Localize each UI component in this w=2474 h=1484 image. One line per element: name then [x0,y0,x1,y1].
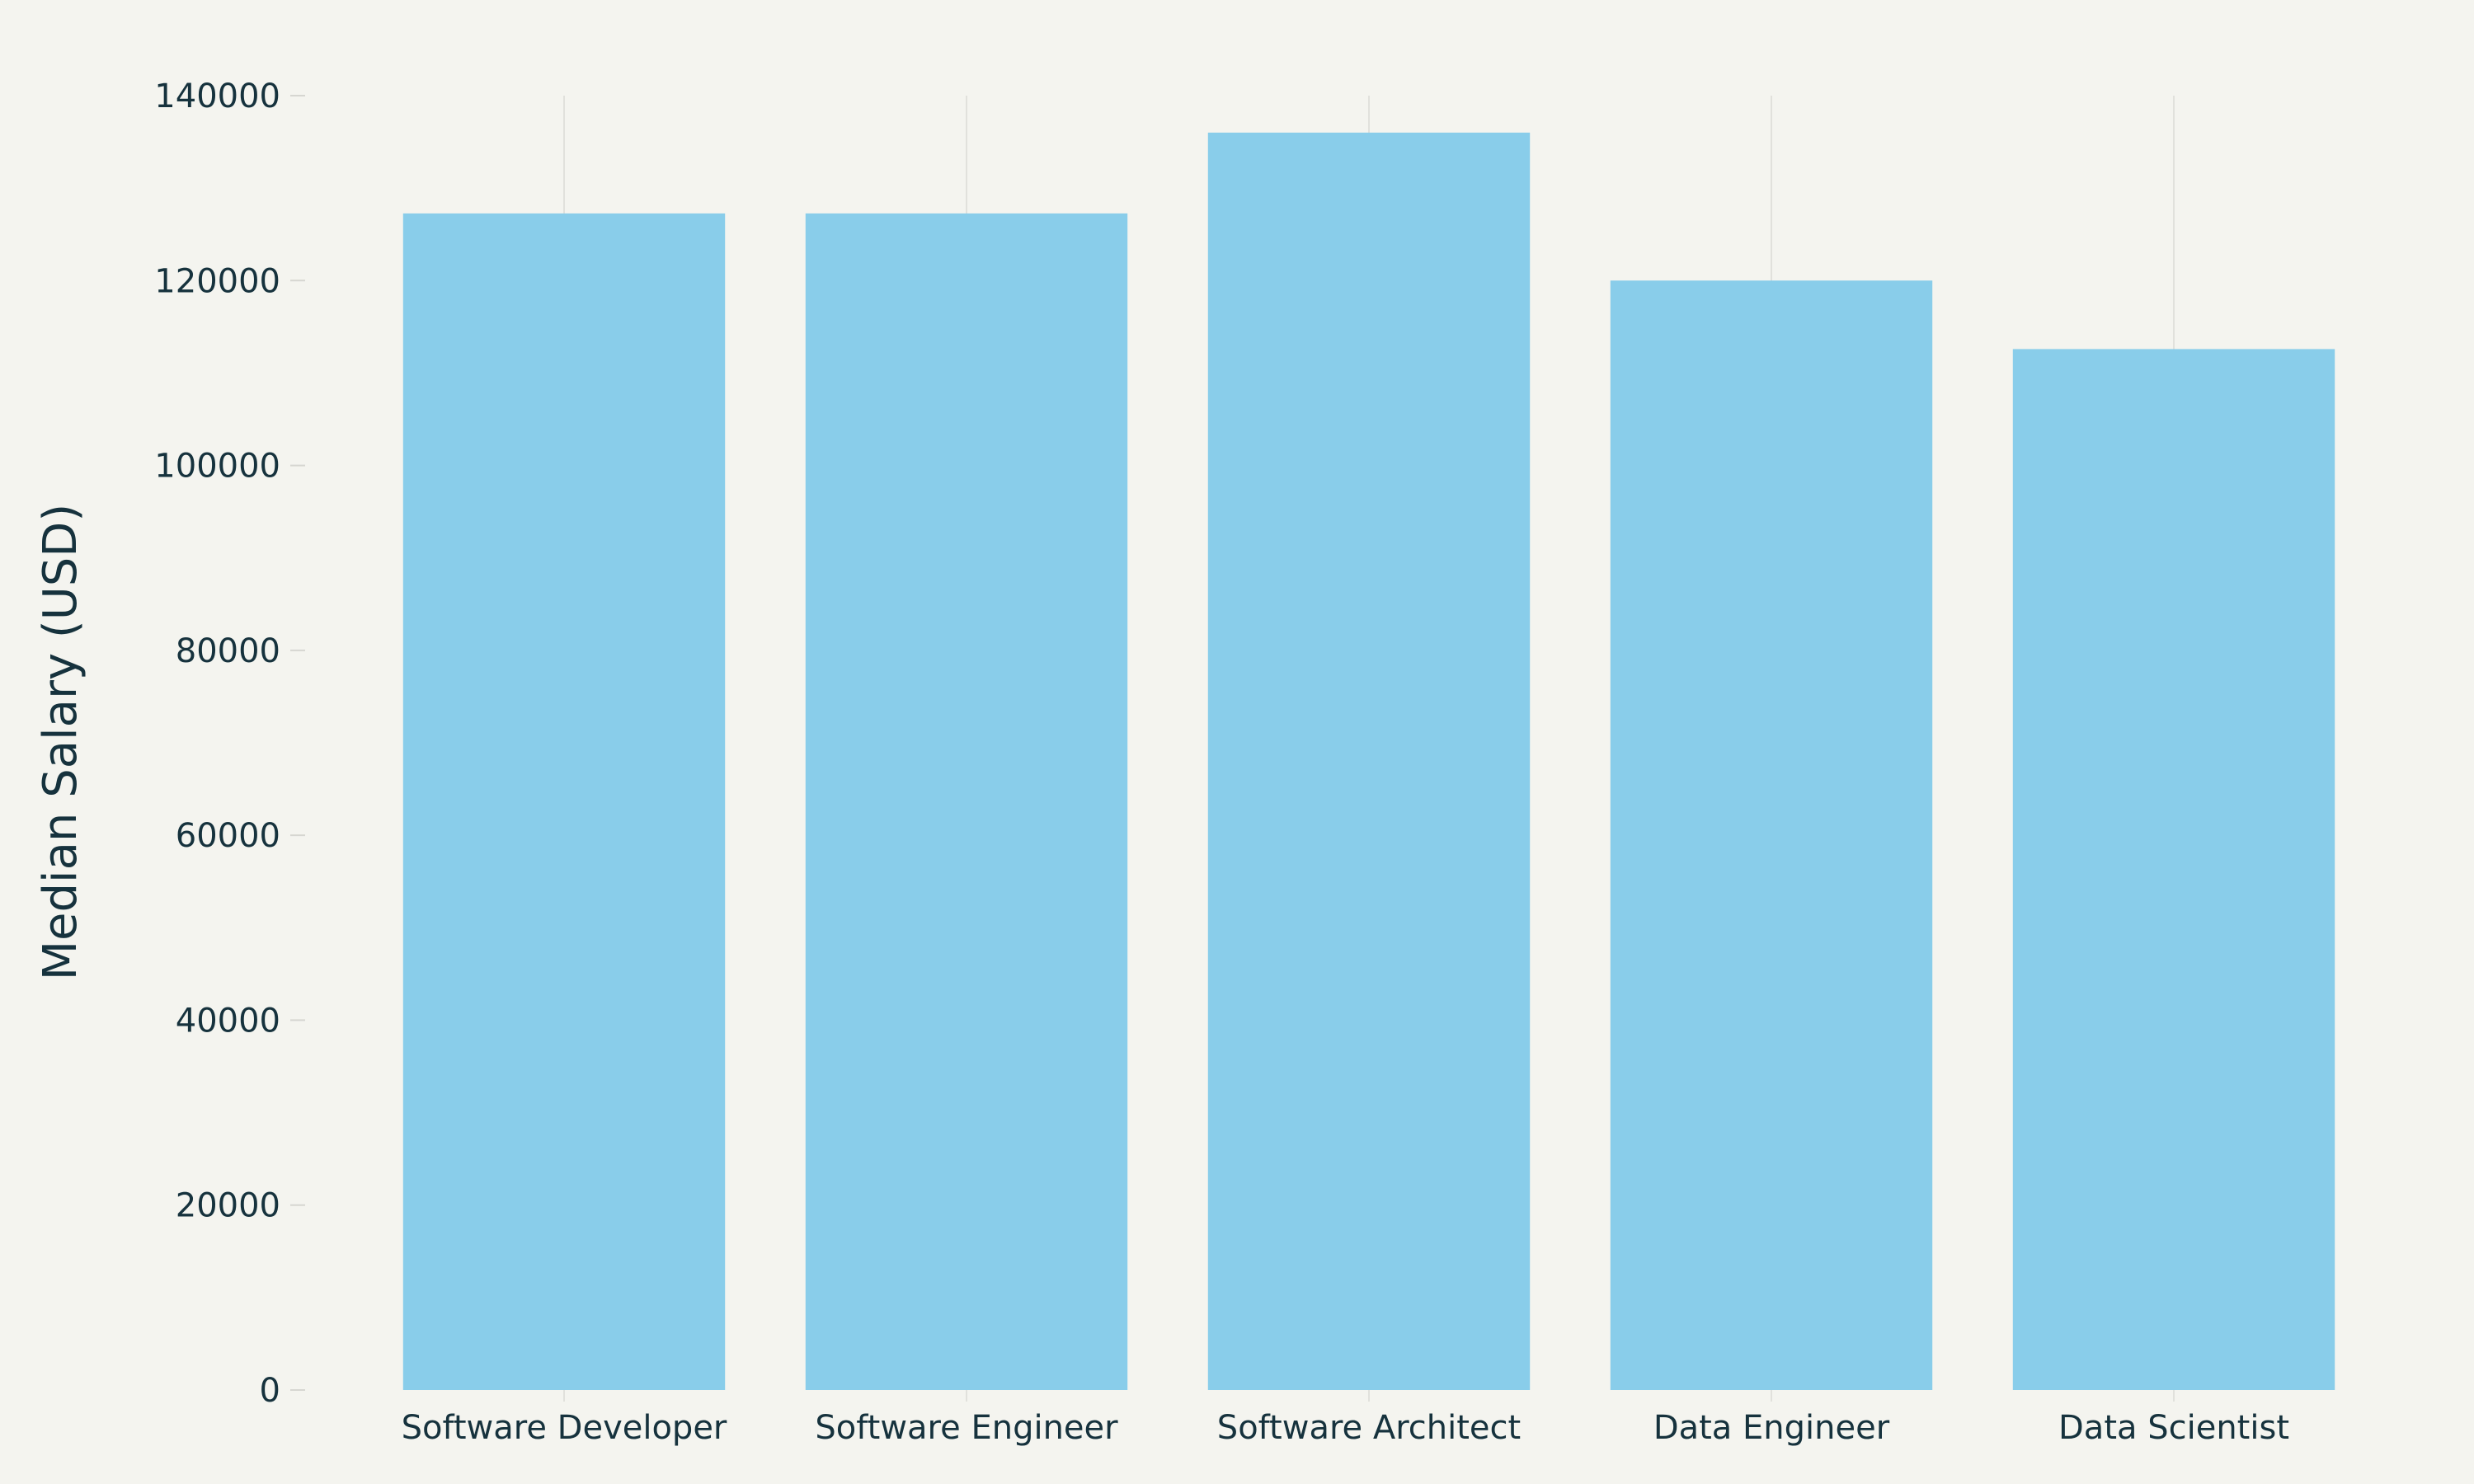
y-tick-label: 40000 [176,1002,280,1040]
y-axis-title: Median Salary (USD) [34,504,87,981]
x-tick-label: Software Developer [402,1409,727,1447]
bar-data-scientist [2012,349,2335,1391]
x-axis: Software Developer Software Engineer Softw… [402,1409,2289,1447]
x-tick-label: Software Architect [1217,1409,1521,1447]
x-tick-label: Software Engineer [815,1409,1118,1447]
y-axis: 0 20000 40000 60000 80000 100000 120000 140000 [154,77,305,1410]
y-tick-label: 100000 [154,448,280,486]
y-tick-label: 80000 [176,632,280,670]
bar-software-developer [402,213,726,1390]
bar-software-architect [1207,132,1531,1390]
x-tick-label: Data Engineer [1653,1409,1890,1447]
bar-software-engineer [805,213,1128,1390]
y-tick-label: 140000 [154,77,280,115]
bar-data-engineer [1610,280,1933,1391]
x-tick-label: Data Scientist [2058,1409,2289,1447]
y-tick-label: 20000 [176,1187,280,1225]
bars-layer [402,132,2335,1391]
y-tick-label: 120000 [154,262,280,300]
y-tick-label: 60000 [176,817,280,855]
y-tick-label: 0 [260,1372,280,1410]
